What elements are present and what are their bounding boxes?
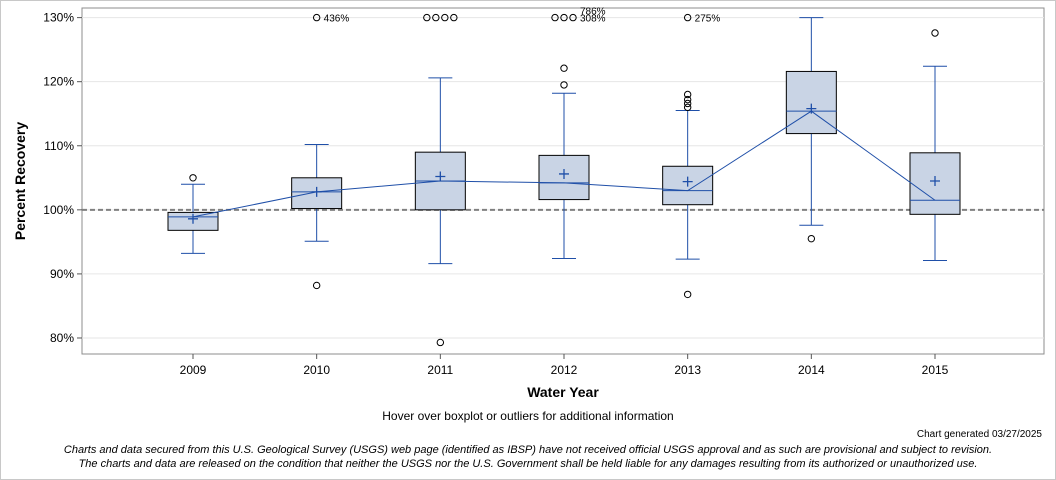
- outlier-point[interactable]: [931, 29, 939, 37]
- y-tick-label: 90%: [50, 267, 74, 281]
- x-tick-label: 2011: [427, 363, 453, 377]
- y-tick-label: 110%: [44, 139, 74, 153]
- y-tick-label: 120%: [43, 75, 74, 89]
- offscale-value-label: 436%: [324, 14, 350, 25]
- mean-marker[interactable]: [682, 176, 693, 187]
- outlier-point[interactable]: [189, 174, 197, 182]
- offscale-value-label: 275%: [695, 14, 721, 25]
- offscale-outlier[interactable]: [450, 13, 458, 22]
- hover-note: Hover over boxplot or outliers for addit…: [382, 409, 674, 423]
- x-axis-label: Water Year: [527, 384, 599, 400]
- offscale-outlier[interactable]: [423, 13, 431, 22]
- offscale-outlier[interactable]: [560, 13, 568, 22]
- mean-marker[interactable]: [188, 213, 198, 224]
- x-tick-label: 2012: [551, 363, 578, 377]
- outlier-point[interactable]: [560, 64, 568, 72]
- outlier-point[interactable]: [683, 103, 692, 112]
- boxplot-chart: 80% 90% 100% 110% 120% 130% 2009 2010 2011 2012 20…: [12, 7, 1045, 400]
- disclaimer-line-1: Charts and data secured from this U.S. G…: [63, 444, 993, 456]
- y-axis-label: Percent Recovery: [12, 122, 28, 241]
- plot-area: [81, 7, 1045, 355]
- offscale-outlier[interactable]: [569, 13, 577, 22]
- y-tick-label: 80%: [50, 331, 74, 345]
- offscale-outlier[interactable]: [551, 13, 559, 22]
- x-tick-label: 2013: [674, 363, 701, 377]
- y-tick-label: 130%: [43, 11, 74, 25]
- x-tick-label: 2010: [303, 363, 330, 377]
- outlier-point[interactable]: [683, 99, 692, 108]
- outlier-point[interactable]: [683, 95, 692, 104]
- mean-marker[interactable]: [435, 171, 446, 182]
- offscale-outlier[interactable]: [432, 13, 440, 22]
- x-tick-label: 2014: [798, 363, 825, 377]
- offscale-outlier[interactable]: [441, 13, 449, 22]
- mean-marker[interactable]: [930, 176, 940, 186]
- outlier-point[interactable]: [312, 281, 321, 290]
- offscale-value-label: 786%: [580, 7, 606, 18]
- offscale-value-label: 308%: [580, 14, 606, 25]
- mean-marker[interactable]: [311, 186, 322, 197]
- outlier-point[interactable]: [436, 338, 445, 347]
- disclaimer-line-2: The charts and data are released on the …: [78, 458, 978, 470]
- mean-marker[interactable]: [559, 168, 569, 179]
- offscale-outlier[interactable]: [312, 13, 321, 22]
- offscale-outlier[interactable]: [683, 13, 692, 22]
- outlier-point[interactable]: [683, 90, 692, 99]
- x-tick-label: 2015: [922, 363, 949, 377]
- outlier-point[interactable]: [683, 290, 692, 299]
- y-tick-label: 100%: [43, 203, 74, 217]
- outlier-point[interactable]: [560, 81, 568, 89]
- mean-marker[interactable]: [806, 103, 817, 114]
- x-tick-label: 2009: [180, 363, 207, 377]
- outlier-point[interactable]: [807, 234, 816, 243]
- chart-generated-date: Chart generated 03/27/2025: [916, 429, 1042, 440]
